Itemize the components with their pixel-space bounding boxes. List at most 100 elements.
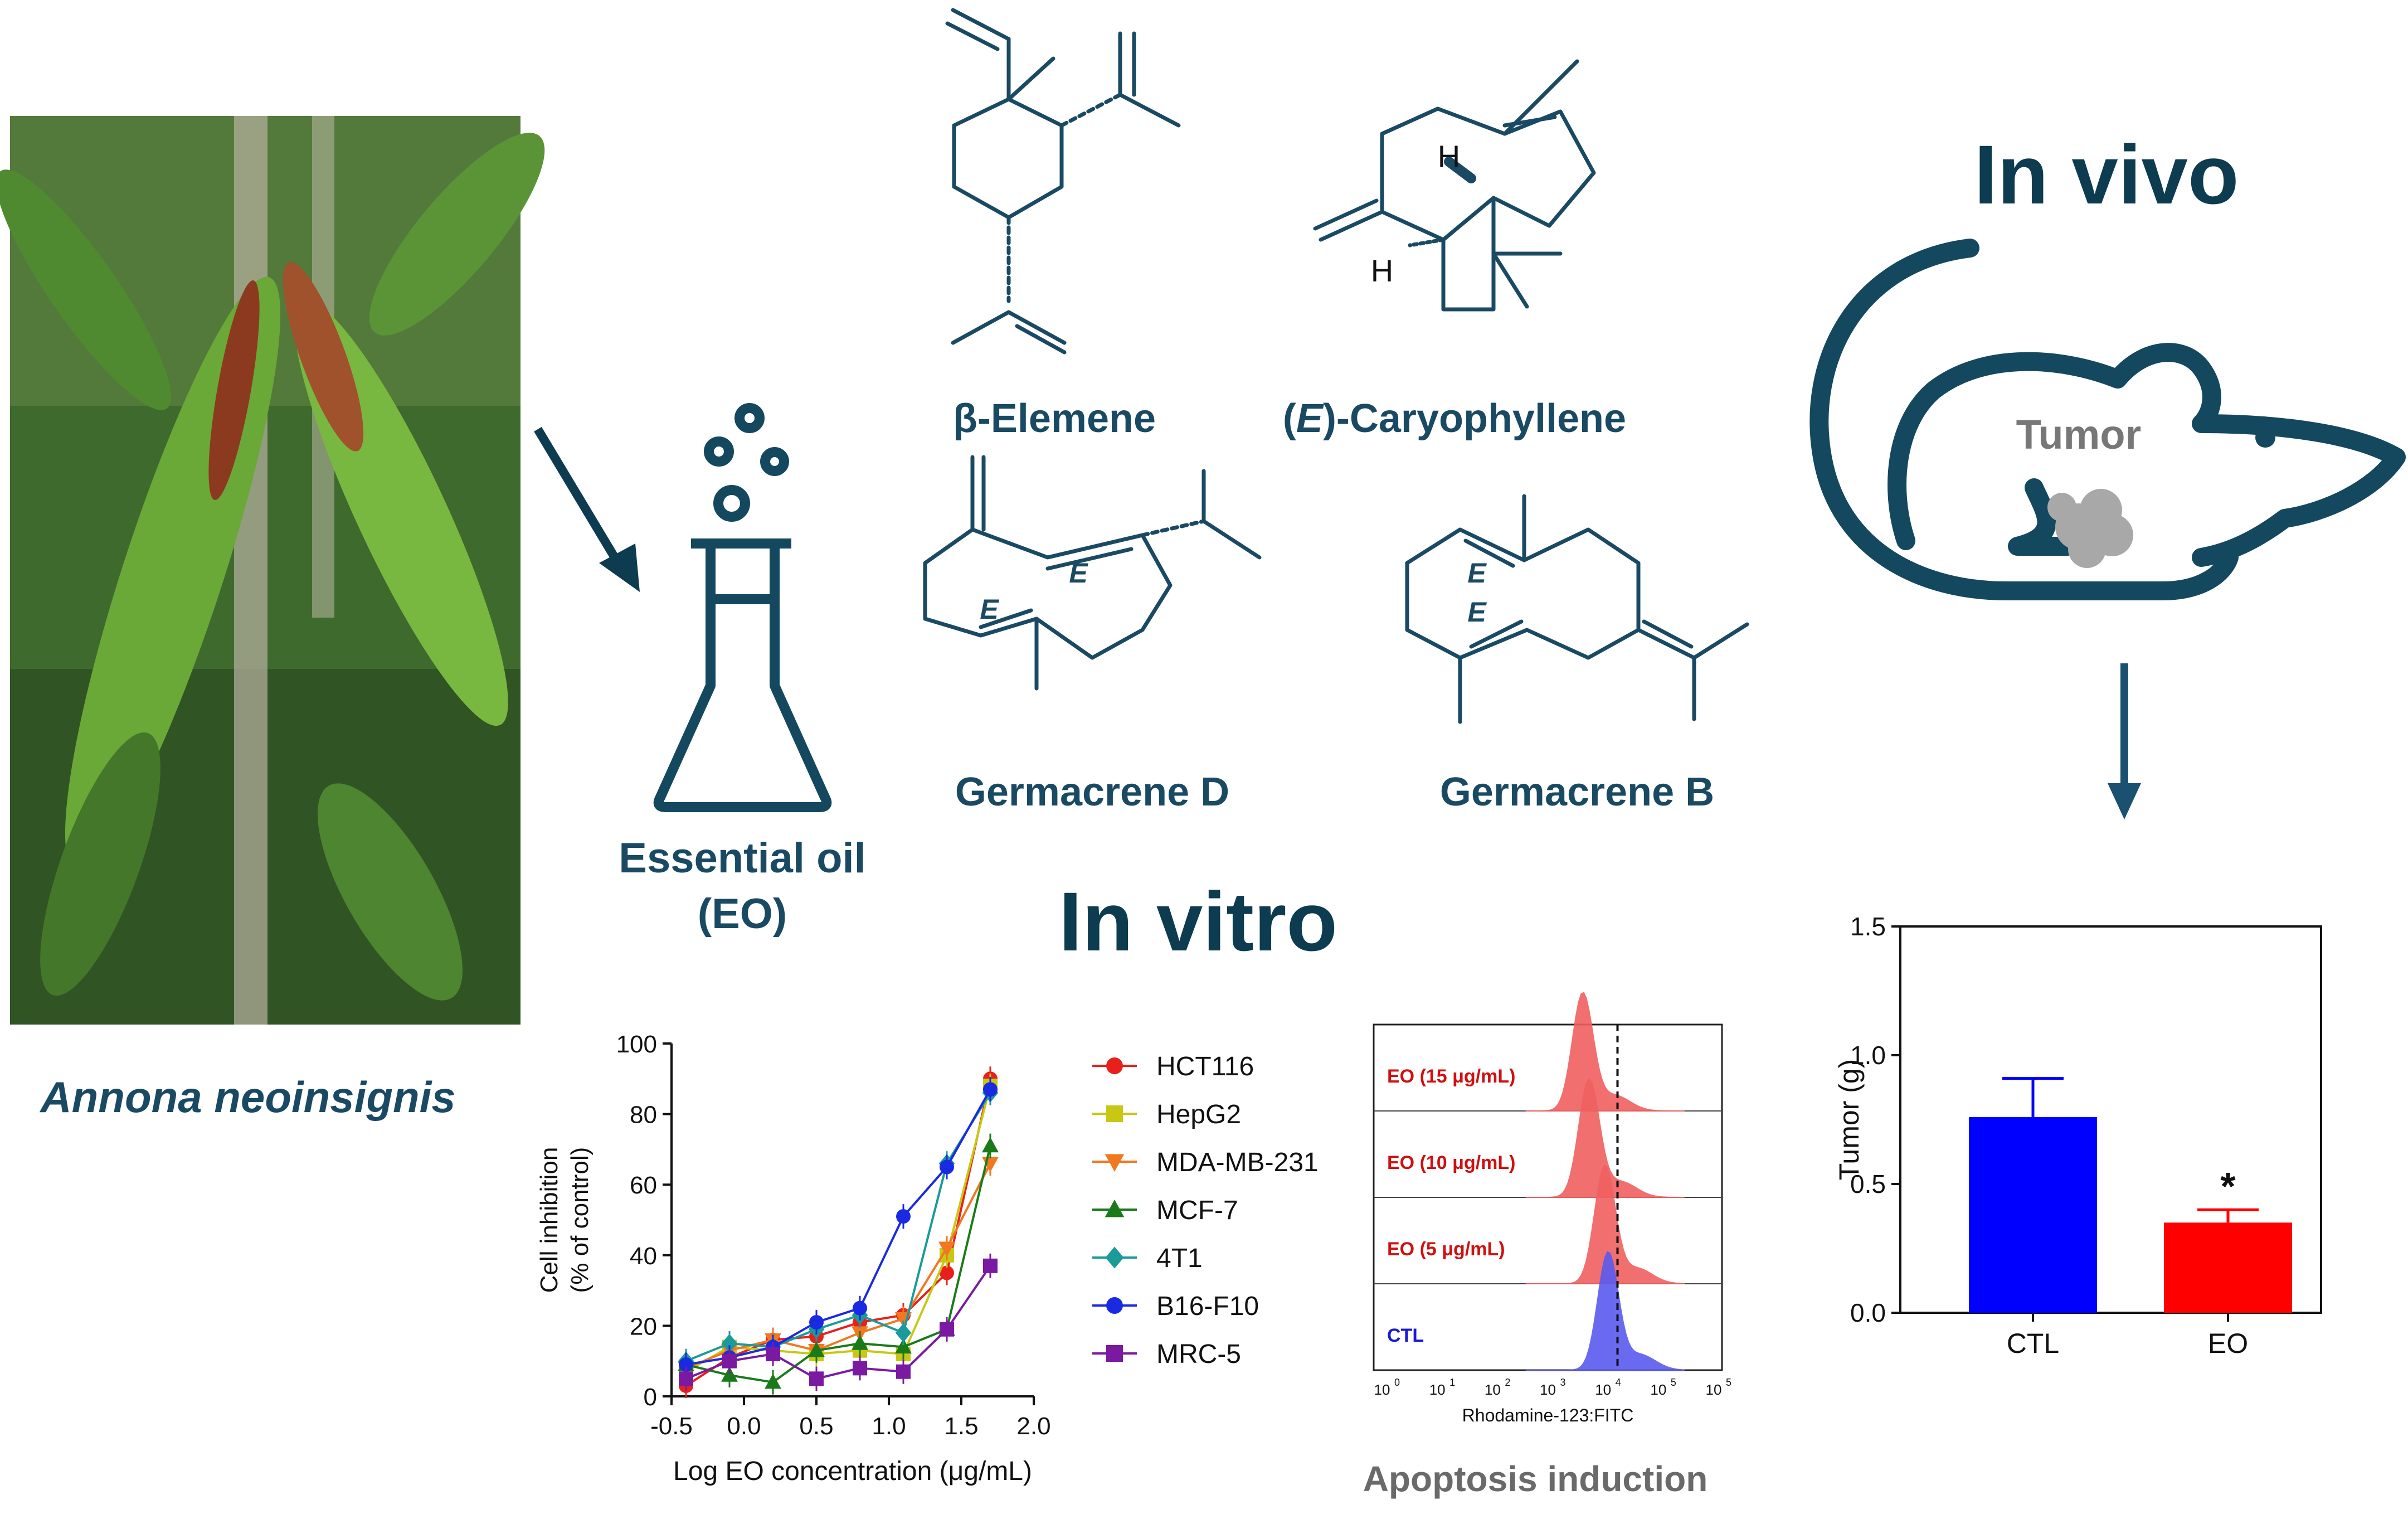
x-tick-exponent: 4 [1616, 1377, 1621, 1388]
histogram-peak [1525, 992, 1684, 1112]
germacrene-b-e2: E [1467, 596, 1487, 628]
data-point [853, 1361, 867, 1376]
arrow-to-bar-chart-icon [2108, 663, 2141, 819]
significance-marker: * [2220, 1164, 2236, 1208]
x-tick-label: 2.0 [1016, 1413, 1050, 1440]
data-point [721, 1334, 738, 1353]
histogram-row-label: EO (5 μg/mL) [1387, 1239, 1505, 1260]
data-point [852, 1334, 868, 1350]
germacrene-d-e2: E [980, 594, 999, 625]
legend-marker [1106, 1057, 1123, 1074]
y-tick-label: 80 [630, 1101, 657, 1129]
y-tick-label: 0.0 [1850, 1298, 1886, 1327]
data-point [983, 1082, 998, 1097]
data-point [765, 1374, 781, 1389]
data-point [808, 1342, 825, 1357]
caryophyllene-suffix: )-Caryophyllene [1323, 396, 1626, 441]
data-point [896, 1209, 911, 1224]
data-point [721, 1366, 738, 1382]
in-vitro-title: In vitro [1059, 875, 1337, 968]
data-point [938, 1241, 955, 1257]
species-name: Annona neoinsignis [39, 1072, 455, 1122]
data-point [982, 1137, 999, 1153]
x-tick-label: 10 [1595, 1381, 1611, 1398]
cell-inhibition-chart: 0 20 40 60 80 100 -0.5 0.0 0.5 1.0 1.5 2.0 Log EO co… [536, 1031, 1319, 1486]
legend-marker [1105, 1154, 1125, 1172]
plot-frame [1899, 925, 2322, 1314]
flask-icon [653, 403, 832, 812]
y-tick-label: 0 [644, 1384, 657, 1411]
data-point [809, 1315, 824, 1330]
tumor-icon [2047, 489, 2133, 568]
data-point [679, 1371, 693, 1386]
beta-elemene-structure [945, 8, 1181, 355]
germacrene-b-structure [1405, 494, 1749, 724]
x-tick-label: 10 [1706, 1381, 1722, 1398]
data-point [940, 1265, 954, 1280]
germacrene-b-e1: E [1467, 557, 1487, 589]
y-tick-label: 20 [630, 1313, 657, 1340]
x-tick-label: 1.0 [872, 1413, 906, 1440]
germacrene-d-e1: E [1069, 557, 1088, 589]
y-axis-label-line1: Cell inhibition [536, 1147, 563, 1293]
caryophyllene-stereo: E [1296, 396, 1324, 441]
germacrene-d-label: Germacrene D [955, 770, 1229, 814]
y-tick-label: 60 [630, 1172, 657, 1199]
legend-marker [1106, 1297, 1123, 1314]
data-point [895, 1323, 912, 1342]
y-tick-label: 40 [630, 1243, 657, 1270]
x-tick-label: 0.0 [727, 1413, 761, 1440]
x-tick-label: -0.5 [650, 1413, 693, 1440]
caryophyllene-label: (E)-Caryophyllene [1283, 396, 1626, 441]
data-point [940, 1159, 954, 1175]
mouse-eye-icon [2255, 428, 2275, 448]
x-tick-exponent: 3 [1560, 1377, 1566, 1388]
legend-marker [1106, 1345, 1123, 1362]
histogram-row-label: EO (10 μg/mL) [1387, 1152, 1516, 1173]
x-tick-label: CTL [2007, 1328, 2059, 1359]
legend-marker [1106, 1105, 1123, 1122]
germacrene-d-structure [923, 455, 1262, 691]
x-tick-label: 0.5 [799, 1413, 833, 1440]
legend-label: 4T1 [1156, 1244, 1203, 1273]
legend-label: MDA-MB-231 [1156, 1148, 1319, 1177]
x-tick-label: 10 [1429, 1381, 1446, 1398]
data-point [679, 1357, 693, 1372]
apoptosis-title: Apoptosis induction [1363, 1459, 1708, 1499]
caryophyllene-structure [1313, 59, 1596, 312]
x-tick-exponent: 1 [1449, 1377, 1455, 1388]
essential-oil-abbrev: (EO) [698, 890, 787, 938]
y-axis-label-line2: (% of control) [566, 1147, 594, 1293]
x-tick-label: EO [2208, 1328, 2248, 1359]
mouse-icon [1809, 239, 2406, 600]
y-tick-label: 1.0 [1850, 1041, 1886, 1070]
data-point [983, 1258, 998, 1273]
beta-elemene-label: β-Elemene [953, 396, 1156, 441]
x-tick-label: 10 [1540, 1381, 1556, 1398]
essential-oil-label: Essential oil [619, 834, 866, 882]
h-atom-top: H [1438, 139, 1460, 174]
in-vivo-title: In vivo [1974, 128, 2239, 221]
x-tick-label: 10 [1650, 1381, 1666, 1398]
legend-label: MRC-5 [1156, 1340, 1241, 1369]
bar-eo [2164, 1222, 2292, 1313]
y-tick-label: 100 [616, 1031, 657, 1058]
arrow-to-flask-icon [534, 426, 640, 592]
tumor-weight-chart: 0.0 0.5 1.0 1.5 Tumor (g) CTL EO * [1833, 912, 2322, 1359]
data-point [940, 1322, 954, 1337]
y-axis-label: Tumor (g) [1833, 1059, 1865, 1181]
histogram-row-label: EO (15 μg/mL) [1387, 1066, 1516, 1087]
legend-marker [1105, 1246, 1124, 1269]
h-atom-bottom: H [1371, 253, 1393, 288]
germacrene-b-label: Germacrene B [1440, 770, 1714, 814]
data-point [896, 1364, 911, 1379]
x-axis-label: Log EO concentration (μg/mL) [673, 1457, 1032, 1486]
data-point [853, 1300, 867, 1316]
x-tick-exponent: 5 [1726, 1377, 1731, 1388]
legend-label: MCF-7 [1156, 1196, 1238, 1225]
legend-label: HCT116 [1156, 1052, 1254, 1081]
tumor-label: Tumor [2016, 411, 2142, 458]
x-tick-label: 10 [1485, 1381, 1501, 1398]
bar-ctl [1969, 1117, 2097, 1313]
